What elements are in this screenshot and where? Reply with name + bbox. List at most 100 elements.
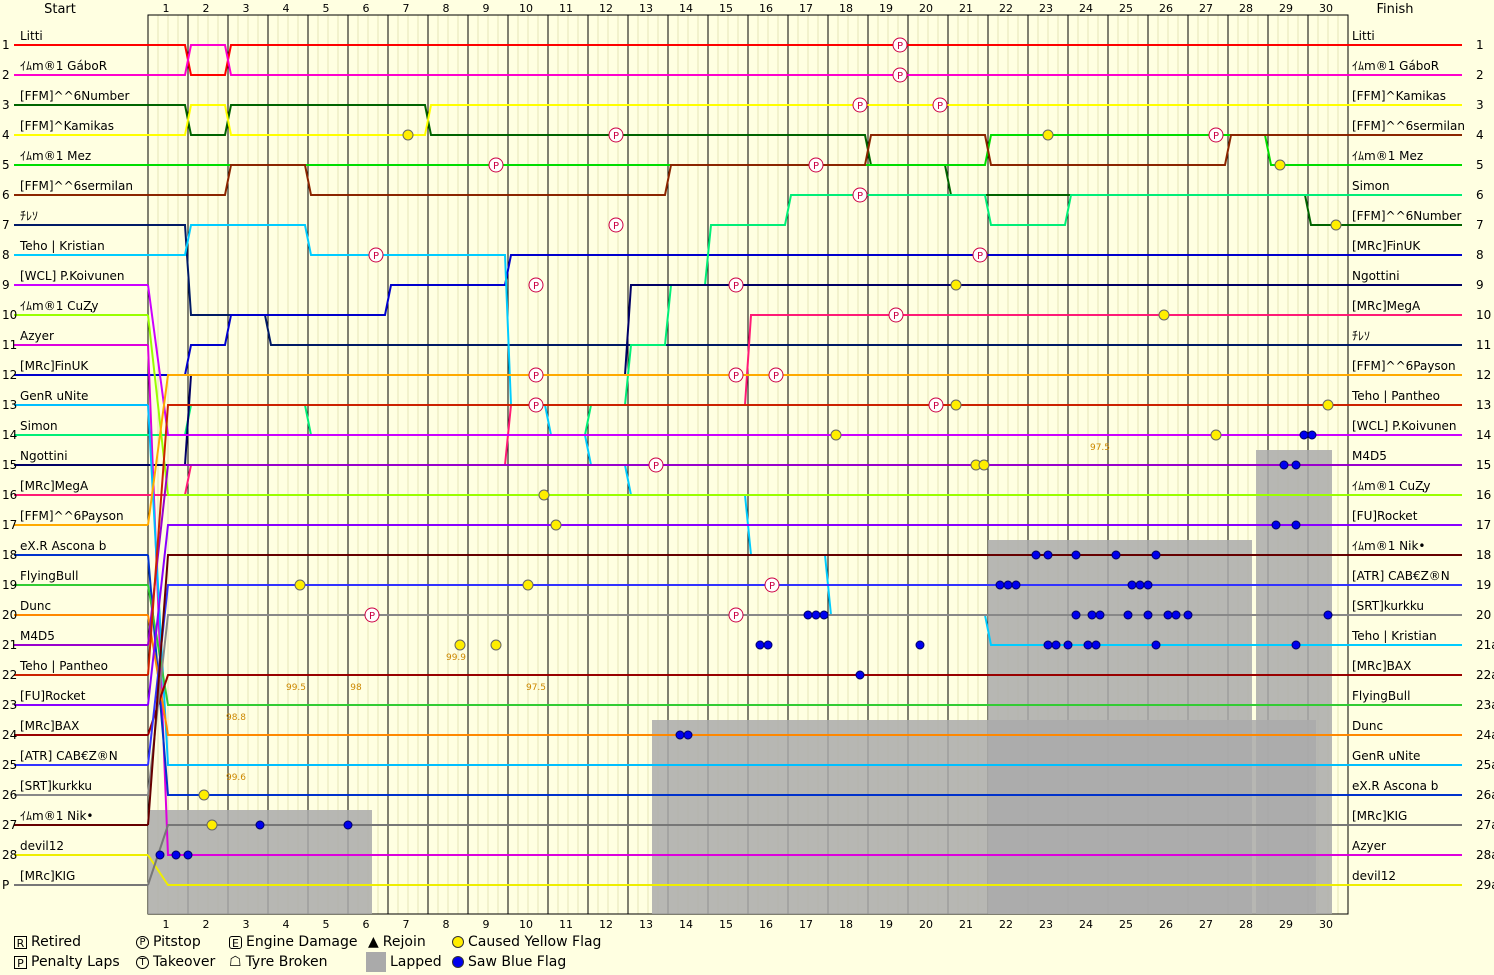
legend-rejoin: ▲ Rejoin <box>368 934 426 950</box>
lap-label-bottom: 14 <box>679 918 693 931</box>
legend-tyre: ☖ Tyre Broken <box>229 954 328 970</box>
lap-label-bottom: 4 <box>283 918 290 931</box>
blue-flag-marker <box>1071 550 1081 560</box>
finish-driver-name: Dunc <box>1352 719 1383 733</box>
driver-trace <box>147 674 1348 736</box>
pitstop-marker <box>728 367 744 383</box>
blue-flag-marker <box>1143 580 1153 590</box>
lap-label-bottom: 15 <box>719 918 733 931</box>
driver-trace <box>148 134 1348 196</box>
yellow-flag-marker <box>198 789 210 801</box>
lap-label-bottom: 2 <box>203 918 210 931</box>
lap-label-top: 18 <box>839 2 853 15</box>
finish-position: 8 <box>1476 248 1484 262</box>
blue-flag-marker <box>1171 610 1181 620</box>
start-driver-name: ﾁﾚｿ <box>20 209 38 223</box>
pitstop-marker <box>972 247 988 263</box>
pitstop-marker-label: P <box>857 191 863 202</box>
start-header: Start <box>44 2 76 17</box>
engine-icon: E <box>229 935 242 950</box>
driver-trace <box>147 284 1348 436</box>
finish-driver-name: [FFM]^^6Payson <box>1352 359 1456 373</box>
finish-driver-name: [FFM]^^6sermilan <box>1352 119 1465 133</box>
finish-position: 11 <box>1476 338 1491 352</box>
blue-flag-marker <box>1091 640 1101 650</box>
pitstop-marker-label: P <box>653 461 659 472</box>
finish-driver-name: Teho | Kristian <box>1351 629 1437 643</box>
start-driver-name: Simon <box>20 419 58 433</box>
blue-flag-marker <box>255 820 265 830</box>
lapped-areas <box>148 450 1332 914</box>
lap-label-top: 9 <box>483 2 490 15</box>
finish-driver-name: ｲﾑm®1 GáboR <box>1352 59 1439 73</box>
pitstop-marker <box>888 307 904 323</box>
finish-position: 29a <box>1476 878 1494 892</box>
yellow-flag-marker <box>1042 129 1054 141</box>
blue-flag-marker <box>1063 640 1073 650</box>
start-position: 20 <box>2 608 17 622</box>
lap-label-bottom: 12 <box>599 918 613 931</box>
start-position: 10 <box>2 308 17 322</box>
pitstop-marker <box>928 397 944 413</box>
lap-label-bottom: 1 <box>163 918 170 931</box>
legend-lapped: Lapped <box>366 952 442 972</box>
lap-label-bottom: 30 <box>1319 918 1333 931</box>
start-driver-name: FlyingBull <box>20 569 78 583</box>
pitstop-marker-label: P <box>733 611 739 622</box>
driver-trace <box>147 554 1348 796</box>
start-position: 16 <box>2 488 17 502</box>
pitstop-marker-label: P <box>897 41 903 52</box>
pitstop-marker-label: P <box>813 161 819 172</box>
yellow-flag-marker <box>1322 399 1334 411</box>
pitstop-marker <box>1208 127 1224 143</box>
legend-pitstop: P Pitstop <box>136 934 201 950</box>
start-position: 1 <box>2 38 10 52</box>
rejoin-icon: ▲ <box>368 934 379 950</box>
start-driver-name: M4D5 <box>20 629 55 643</box>
start-driver-name: ｲﾑm®1 Nik• <box>20 809 93 823</box>
blue-flag-marker <box>683 730 693 740</box>
lap-label-top: 12 <box>599 2 613 15</box>
finish-position: 4 <box>1476 128 1484 142</box>
blue-flag-marker <box>1143 610 1153 620</box>
pitstop-marker <box>364 607 380 623</box>
driver-trace <box>147 374 1348 526</box>
blue-flag-marker <box>763 640 773 650</box>
pitstop-marker-label: P <box>613 131 619 142</box>
finish-position: 14 <box>1476 428 1491 442</box>
blue-flag-marker <box>803 610 813 620</box>
yellow-flag-marker <box>1274 159 1286 171</box>
blue-flag-marker <box>1279 460 1289 470</box>
lap-label-bottom: 7 <box>403 918 410 931</box>
yellow-flag-marker <box>1330 219 1342 231</box>
finish-position: 18 <box>1476 548 1491 562</box>
finish-position: 22a <box>1476 668 1494 682</box>
finish-driver-name: [FFM]^Kamikas <box>1352 89 1446 103</box>
driver-trace <box>147 314 1348 496</box>
lap-label-top: 23 <box>1039 2 1053 15</box>
pitstop-marker-label: P <box>369 611 375 622</box>
pitstop-marker <box>852 97 868 113</box>
start-driver-name: [MRc]MegA <box>20 479 89 493</box>
lap-label-bottom: 28 <box>1239 918 1253 931</box>
lap-label-bottom: 13 <box>639 918 653 931</box>
finish-driver-name: FlyingBull <box>1352 689 1410 703</box>
start-driver-name: [MRc]FinUK <box>20 359 89 373</box>
pitstop-marker-label: P <box>937 101 943 112</box>
finish-position: 15 <box>1476 458 1491 472</box>
lap-label-top: 28 <box>1239 2 1253 15</box>
yellow-flag-marker <box>950 399 962 411</box>
driver-trace <box>148 104 1348 136</box>
finish-position: 10 <box>1476 308 1491 322</box>
blue-flag-marker <box>1163 610 1173 620</box>
lap-label-bottom: 6 <box>363 918 370 931</box>
blue-flag-marker <box>343 820 353 830</box>
pitstop-icon: P <box>136 935 149 949</box>
pitstop-marker <box>728 607 744 623</box>
finish-driver-name: Litti <box>1352 29 1375 43</box>
lap-label-bottom: 9 <box>483 918 490 931</box>
engine-damage-annotation: 99.5 <box>286 683 306 693</box>
lap-label-top: 6 <box>363 2 370 15</box>
lap-label-top: 24 <box>1079 2 1093 15</box>
legend: R Retired P Penalty Laps P Pitstop T Takeove… <box>14 934 634 974</box>
